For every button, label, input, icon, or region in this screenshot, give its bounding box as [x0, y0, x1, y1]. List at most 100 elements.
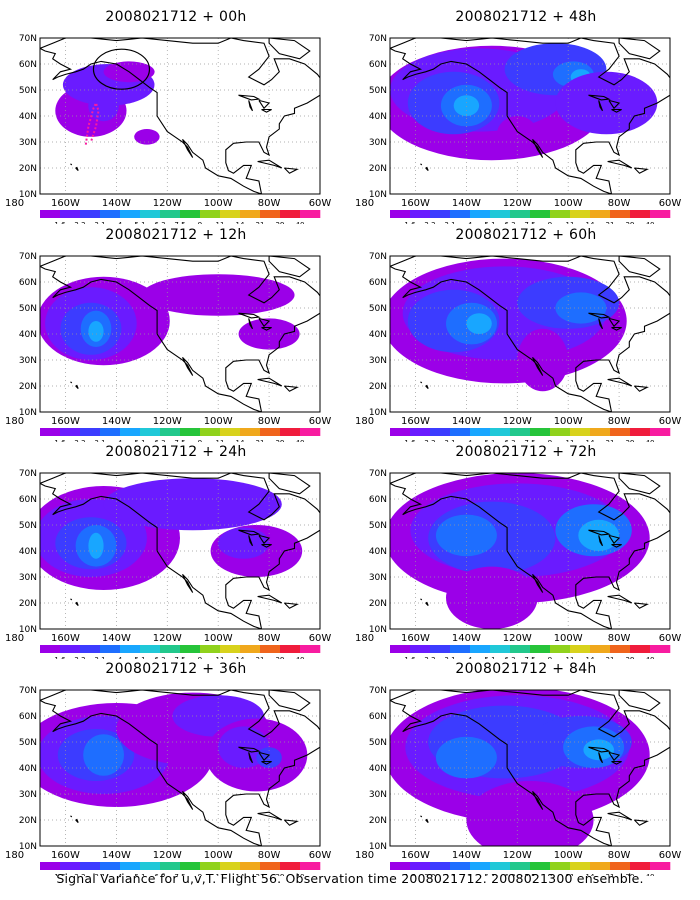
lon-tick-label: 180	[6, 633, 24, 644]
coastline	[268, 473, 311, 495]
colorbar-swatch	[590, 645, 611, 653]
coastline	[261, 760, 272, 765]
coastline	[420, 598, 423, 601]
lon-tick-label: 160W	[401, 850, 430, 861]
colorbar-label: 29	[276, 439, 285, 442]
lon-tick-label: 180	[6, 850, 24, 861]
lon-tick-label: 100W	[554, 850, 583, 861]
coastline	[258, 99, 271, 110]
colorbar-label: 40	[646, 221, 655, 224]
colorbar-swatch	[490, 428, 511, 436]
colorbar-swatch	[570, 645, 591, 653]
colorbar-label: 5.1	[484, 656, 495, 659]
lat-tick-label: 60N	[19, 495, 37, 505]
coastline	[588, 529, 611, 536]
coastline	[40, 690, 320, 846]
colorbar-swatch	[180, 428, 201, 436]
lon-tick-label: 160W	[51, 416, 80, 427]
map-frame	[39, 37, 321, 195]
colorbar-label: 2.2	[424, 873, 435, 876]
colorbar-label: 14	[586, 656, 595, 659]
colorbar-swatch	[650, 862, 671, 870]
lat-tick-label: 10N	[369, 625, 387, 635]
lat-tick-label: 60N	[19, 278, 37, 288]
lat-tick-label: 20N	[369, 599, 387, 609]
colorbar-label: 40	[296, 656, 305, 659]
colorbar-label: 29	[626, 873, 635, 876]
colorbar-label: 1.6	[404, 439, 416, 442]
colorbar-swatch	[140, 645, 161, 653]
lat-tick-label: 40N	[19, 547, 37, 557]
coastline	[258, 534, 271, 545]
colorbar-swatch	[410, 862, 431, 870]
variance-contour	[453, 95, 480, 116]
colorbar-swatch	[200, 645, 221, 653]
lat-tick-label: 20N	[19, 599, 37, 609]
colorbar-swatch	[410, 645, 431, 653]
colorbar-label: 3.1	[444, 656, 455, 659]
colorbar-swatch	[300, 428, 321, 436]
coastline	[258, 751, 271, 762]
coastline	[75, 384, 79, 389]
colorbar-swatch	[80, 645, 101, 653]
colorbar-swatch	[570, 428, 591, 436]
coastline	[258, 317, 271, 328]
variance-field	[40, 274, 300, 366]
variance-contour	[103, 478, 282, 531]
colorbar-label: 3.1	[94, 656, 105, 659]
signal-variance-map: 10N 20N 30N 40N 50N 60N 70N 180 160W 140W 120W 100W…	[356, 252, 681, 442]
variance-field	[390, 258, 627, 392]
colorbar-label: 6.3	[154, 873, 165, 876]
colorbar-label: 40	[296, 439, 305, 442]
colorbar-swatch	[410, 210, 431, 218]
lat-tick-label: 50N	[19, 86, 37, 96]
colorbar-swatch	[80, 210, 101, 218]
colorbar-swatch	[300, 645, 321, 653]
colorbar-label: 14	[236, 439, 245, 442]
lon-tick-label: 160W	[401, 198, 430, 209]
lon-tick-label: 140W	[102, 198, 131, 209]
colorbar-label: 9	[198, 873, 202, 876]
colorbar-label: 14	[586, 873, 595, 876]
colorbar-label: 6.3	[154, 439, 165, 442]
lon-tick-label: 160W	[51, 633, 80, 644]
colorbar-label: 40	[296, 873, 305, 876]
lon-tick-label: 120W	[153, 198, 182, 209]
lat-tick-label: 70N	[369, 34, 387, 44]
colorbar-swatch	[630, 428, 651, 436]
coastline	[634, 602, 650, 609]
colorbar-label: 11	[216, 439, 225, 442]
colorbar-swatch	[650, 428, 671, 436]
coastline	[618, 256, 661, 278]
coastline	[40, 473, 320, 629]
colorbar-swatch	[280, 428, 301, 436]
coastlines	[40, 38, 320, 194]
colorbar-swatch	[280, 210, 301, 218]
colorbar-label: 11	[216, 656, 225, 659]
colorbar-swatch	[610, 210, 631, 218]
colorbar-label: 5.1	[484, 221, 495, 224]
colorbar-swatch	[490, 862, 511, 870]
colorbar-swatch	[510, 210, 531, 218]
colorbar-swatch	[470, 862, 491, 870]
colorbar-swatch	[490, 210, 511, 218]
signal-variance-map: 10N 20N 30N 40N 50N 60N 70N 180 160W 140W 120W 100W…	[356, 686, 681, 876]
lat-tick-label: 30N	[369, 138, 387, 148]
variance-contour	[466, 781, 594, 846]
coastline	[611, 108, 622, 113]
colorbar-label: 4	[468, 873, 473, 876]
coastline	[268, 690, 311, 712]
lat-tick-label: 10N	[19, 408, 37, 418]
colorbar-swatch	[100, 645, 121, 653]
map-frame	[39, 689, 321, 847]
colorbar-label: 5.1	[484, 873, 495, 876]
colorbar-swatch	[650, 210, 671, 218]
lat-tick-label: 10N	[19, 842, 37, 852]
colorbar-swatch	[550, 210, 571, 218]
colorbar-label: 40	[646, 873, 655, 876]
coastline	[611, 760, 622, 765]
coastline	[588, 94, 611, 101]
colorbar-label: 5.1	[134, 656, 145, 659]
lon-tick-label: 80W	[608, 633, 631, 644]
lon-tick-label: 80W	[608, 198, 631, 209]
